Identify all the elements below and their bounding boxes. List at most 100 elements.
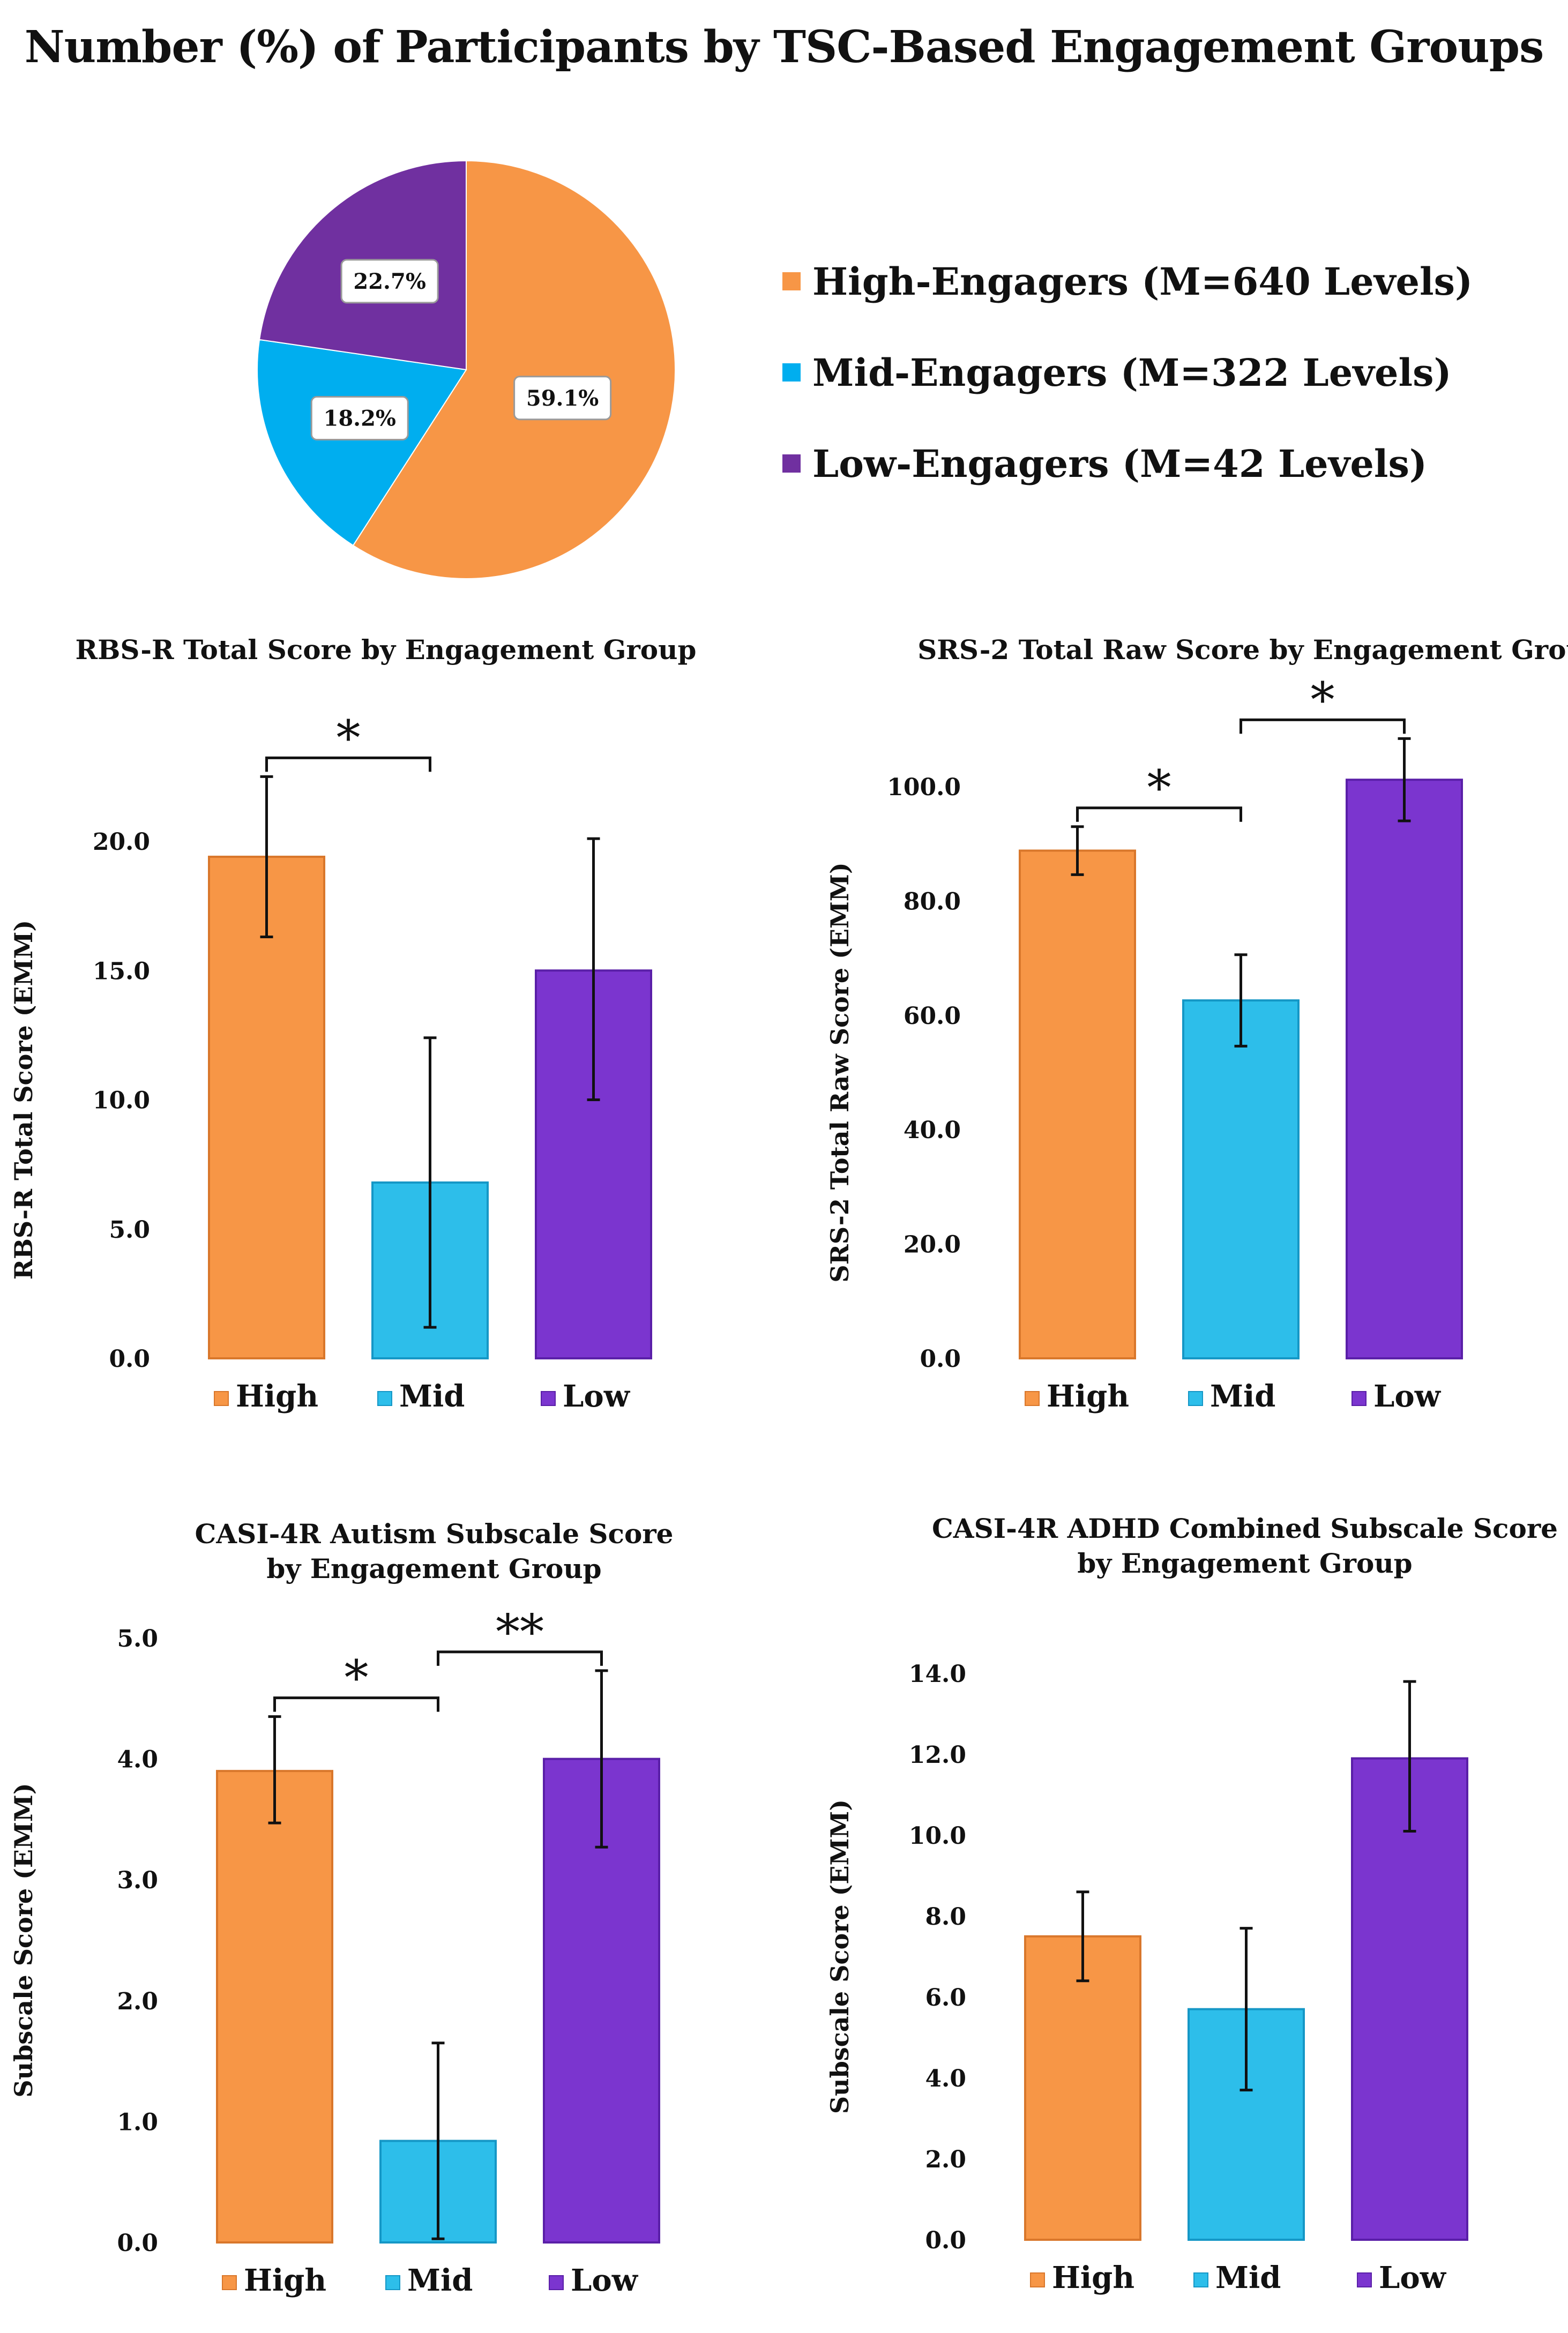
significance-bracket-1: * <box>273 1650 439 1712</box>
legend-label-low: Low <box>1373 1379 1442 1414</box>
y-tick-label: 15.0 <box>93 958 150 985</box>
main-title: Number (%) of Participants by TSC-Based … <box>24 21 1544 73</box>
legend-label-mid: Mid <box>399 1379 465 1414</box>
legend-swatch-low <box>549 2275 564 2290</box>
legend-swatch-high <box>214 1391 229 1406</box>
y-tick-label: 10.0 <box>909 1822 966 1850</box>
y-tick-label: 0.0 <box>920 1345 961 1373</box>
chart-title-line-2: by Engagement Group <box>266 1553 601 1584</box>
pie-slice-mid <box>257 339 467 547</box>
legend-swatch-low <box>782 454 801 473</box>
chart-title-line-2: by Engagement Group <box>1077 1547 1412 1579</box>
legend-label-mid: Mid <box>1210 1379 1275 1414</box>
error-bar-low <box>1398 737 1411 822</box>
bar-low <box>1346 779 1463 1359</box>
error-bar-low <box>587 837 600 1101</box>
error-bar-low <box>1403 1680 1416 1833</box>
svg-text:18.2%: 18.2% <box>324 406 396 431</box>
y-tick-label: 40.0 <box>904 1117 961 1144</box>
pie-label-low: 22.7% <box>340 259 439 304</box>
legend-item-high: High <box>1030 2260 1134 2295</box>
pie-label-high: 59.1% <box>513 376 612 421</box>
legend-label-high: High-Engagers (M=640 Levels) <box>812 259 1473 304</box>
pie-label-mid: 18.2% <box>310 395 409 440</box>
significance-marker: * <box>1311 672 1335 728</box>
bar-high <box>1019 849 1136 1359</box>
legend-item-low: Low <box>549 2263 639 2298</box>
legend-swatch-low <box>541 1391 556 1406</box>
legend-swatch-mid <box>385 2275 400 2290</box>
significance-bracket-1: * <box>265 710 431 772</box>
y-tick-label: 6.0 <box>925 1984 966 2012</box>
legend-label-low: Low <box>571 2263 639 2298</box>
y-tick-label: 100.0 <box>887 774 961 801</box>
chart-title-line-1: CASI-4R ADHD Combined Subscale Score <box>932 1513 1558 1544</box>
legend-swatch-high <box>1030 2272 1045 2287</box>
legend-label-mid: Mid <box>1215 2260 1281 2295</box>
error-bar-high <box>1076 1890 1089 1983</box>
error-bar-mid <box>1234 953 1248 1048</box>
legend-swatch-low <box>1352 1391 1367 1406</box>
y-tick-label: 80.0 <box>904 888 961 915</box>
legend-item-low: Low-Engagers (M=42 Levels) <box>782 418 1473 509</box>
legend-swatch-high <box>222 2275 237 2290</box>
significance-bracket-2: * <box>1240 672 1406 734</box>
y-tick-label: 2.0 <box>925 2146 966 2173</box>
chart-title-line-1: CASI-4R Autism Subscale Score <box>195 1518 674 1550</box>
significance-marker: * <box>337 710 361 766</box>
bar-mid <box>1182 999 1300 1359</box>
y-tick-label: 60.0 <box>904 1003 961 1030</box>
legend-item-high: High <box>222 2263 326 2298</box>
legend-swatch-mid <box>377 1391 392 1406</box>
legend-label-mid: Mid <box>407 2263 473 2298</box>
significance-marker: * <box>1147 760 1171 817</box>
legend-item-high: High <box>1025 1379 1129 1414</box>
y-tick-label: 10.0 <box>93 1087 150 1115</box>
significance-marker: ** <box>496 1604 544 1661</box>
legend-swatch-high <box>782 272 801 290</box>
svg-text:59.1%: 59.1% <box>526 386 599 411</box>
legend-label-low: Low <box>563 1379 631 1414</box>
error-bar-high <box>1071 825 1084 876</box>
y-tick-label: 12.0 <box>909 1741 966 1769</box>
y-tick-label: 8.0 <box>925 1903 966 1931</box>
legend-item-mid: Mid <box>1193 2260 1281 2295</box>
legend-item-low: Low <box>1352 1379 1442 1414</box>
error-bar-high <box>260 775 273 939</box>
legend-label-high: High <box>1052 2260 1134 2295</box>
y-tick-label: 0.0 <box>117 2230 158 2257</box>
y-tick-label: 14.0 <box>909 1661 966 1688</box>
y-tick-label: 2.0 <box>117 1988 158 2015</box>
svg-text:22.7%: 22.7% <box>353 269 425 294</box>
legend-item-low: Low <box>1357 2260 1447 2295</box>
legend-item-mid: Mid <box>377 1379 465 1414</box>
legend-swatch-mid <box>1188 1391 1203 1406</box>
y-tick-label: 0.0 <box>925 2227 966 2254</box>
pie-chart: 59.1% 18.2% 22.7% <box>257 160 676 579</box>
y-tick-label: 5.0 <box>117 1625 158 1652</box>
legend-item-mid: Mid-Engagers (M=322 Levels) <box>782 327 1473 418</box>
legend-item-mid: Mid <box>1188 1379 1275 1414</box>
chart-title-line-1: RBS-R Total Score by Engagement Group <box>76 634 697 665</box>
legend-label-low: Low <box>1379 2260 1447 2295</box>
y-axis-label: SRS-2 Total Raw Score (EMM) <box>825 862 854 1282</box>
significance-marker: * <box>345 1650 369 1707</box>
y-tick-label: 0.0 <box>109 1345 150 1373</box>
significance-bracket-1: * <box>1076 760 1242 822</box>
bar-high <box>216 1770 333 2244</box>
y-tick-label: 4.0 <box>117 1746 158 1774</box>
y-tick-label: 3.0 <box>117 1867 158 1894</box>
chart-title-line-1: SRS-2 Total Raw Score by Engagement Grou… <box>917 634 1568 665</box>
y-axis-label: Subscale Score (EMM) <box>825 1799 854 2114</box>
y-tick-label: 5.0 <box>109 1216 150 1244</box>
error-bar-mid <box>431 2042 445 2240</box>
legend-label-high: High <box>1047 1379 1129 1414</box>
y-tick-label: 4.0 <box>925 2065 966 2092</box>
legend-swatch-high <box>1025 1391 1040 1406</box>
y-tick-label: 20.0 <box>93 828 150 856</box>
error-bar-mid <box>1240 1927 1253 2092</box>
significance-bracket-2: ** <box>437 1604 603 1666</box>
y-axis-label: RBS-R Total Score (EMM) <box>9 920 38 1280</box>
legend-item-mid: Mid <box>385 2263 473 2298</box>
